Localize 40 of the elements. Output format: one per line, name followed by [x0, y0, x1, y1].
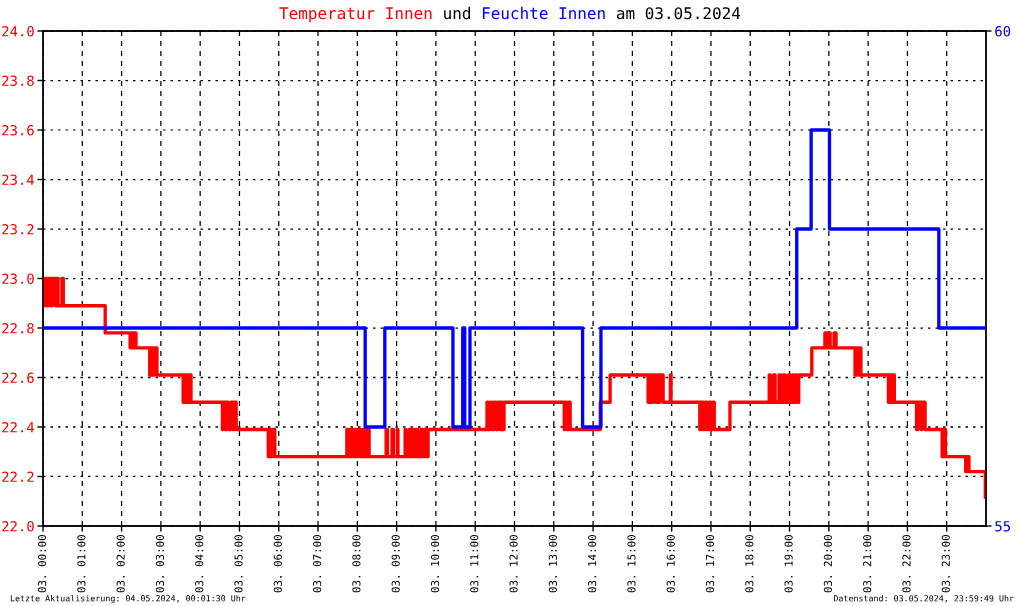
x-tick-label: 03. 08:00 [352, 535, 361, 593]
y-tick-label: 23.0 [2, 273, 34, 285]
x-tick-label: 03. 11:00 [470, 535, 479, 593]
x-tick-label: 03. 09:00 [391, 535, 400, 593]
y2-tick-label: 60 [995, 26, 1011, 37]
x-tick-label: 03. 06:00 [273, 535, 282, 593]
x-tick-label: 03. 18:00 [745, 535, 754, 593]
text: Letzte Aktualisierung: 04.05.2024, 00:01:30 Uhr [10, 594, 246, 604]
x-tick-label: 03. 19:00 [784, 535, 793, 593]
y-tick-label: 22.6 [2, 372, 34, 384]
x-tick-label: 03. 20:00 [823, 535, 833, 593]
y-tick-label: 23.2 [2, 224, 34, 235]
y-tick-label: 23.4 [2, 174, 34, 186]
x-tick-label: 03. 13:00 [548, 535, 557, 593]
x-tick-label: 03. 21:00 [863, 535, 872, 593]
x-tick-label: 03. 00:00 [37, 535, 47, 593]
x-tick-label: 03. 15:00 [627, 535, 636, 593]
x-tick-label: 03. 10:00 [430, 535, 440, 593]
x-tick-label: 03. 22:00 [902, 535, 911, 593]
chart-title: Temperatur Innen und Feuchte Innen am 03.05.2024 [279, 6, 741, 23]
x-tick-label: 03. 04:00 [195, 535, 204, 593]
y-tick-label: 22.2 [2, 471, 34, 482]
x-tick-label: 03. 01:00 [77, 535, 86, 593]
x-tick-label: 03. 07:00 [313, 535, 322, 593]
x-tick-label: 03. 14:00 [588, 535, 597, 593]
x-tick-label: 03. 12:00 [509, 535, 518, 593]
x-tick-label: 03. 17:00 [705, 535, 715, 593]
y-tick-label: 23.8 [2, 75, 34, 87]
y2-tick-label: 55 [995, 521, 1010, 532]
x-tick-label: 03. 16:00 [666, 535, 675, 593]
x-tick-label: 03. 03:00 [155, 535, 165, 593]
x-tick-label: 03. 23:00 [941, 535, 950, 593]
text: Datenstand: 03.05.2024, 23:59:49 Uhr [833, 594, 1014, 603]
y-tick-label: 23.6 [2, 125, 34, 136]
x-tick-label: 03. 05:00 [234, 535, 243, 593]
y-tick-label: 22.8 [2, 323, 34, 334]
y-tick-label: 22.0 [2, 521, 34, 532]
x-tick-label: 03. 02:00 [116, 535, 125, 593]
y-tick-label: 24.0 [2, 26, 34, 37]
y-tick-label: 22.4 [2, 422, 34, 433]
